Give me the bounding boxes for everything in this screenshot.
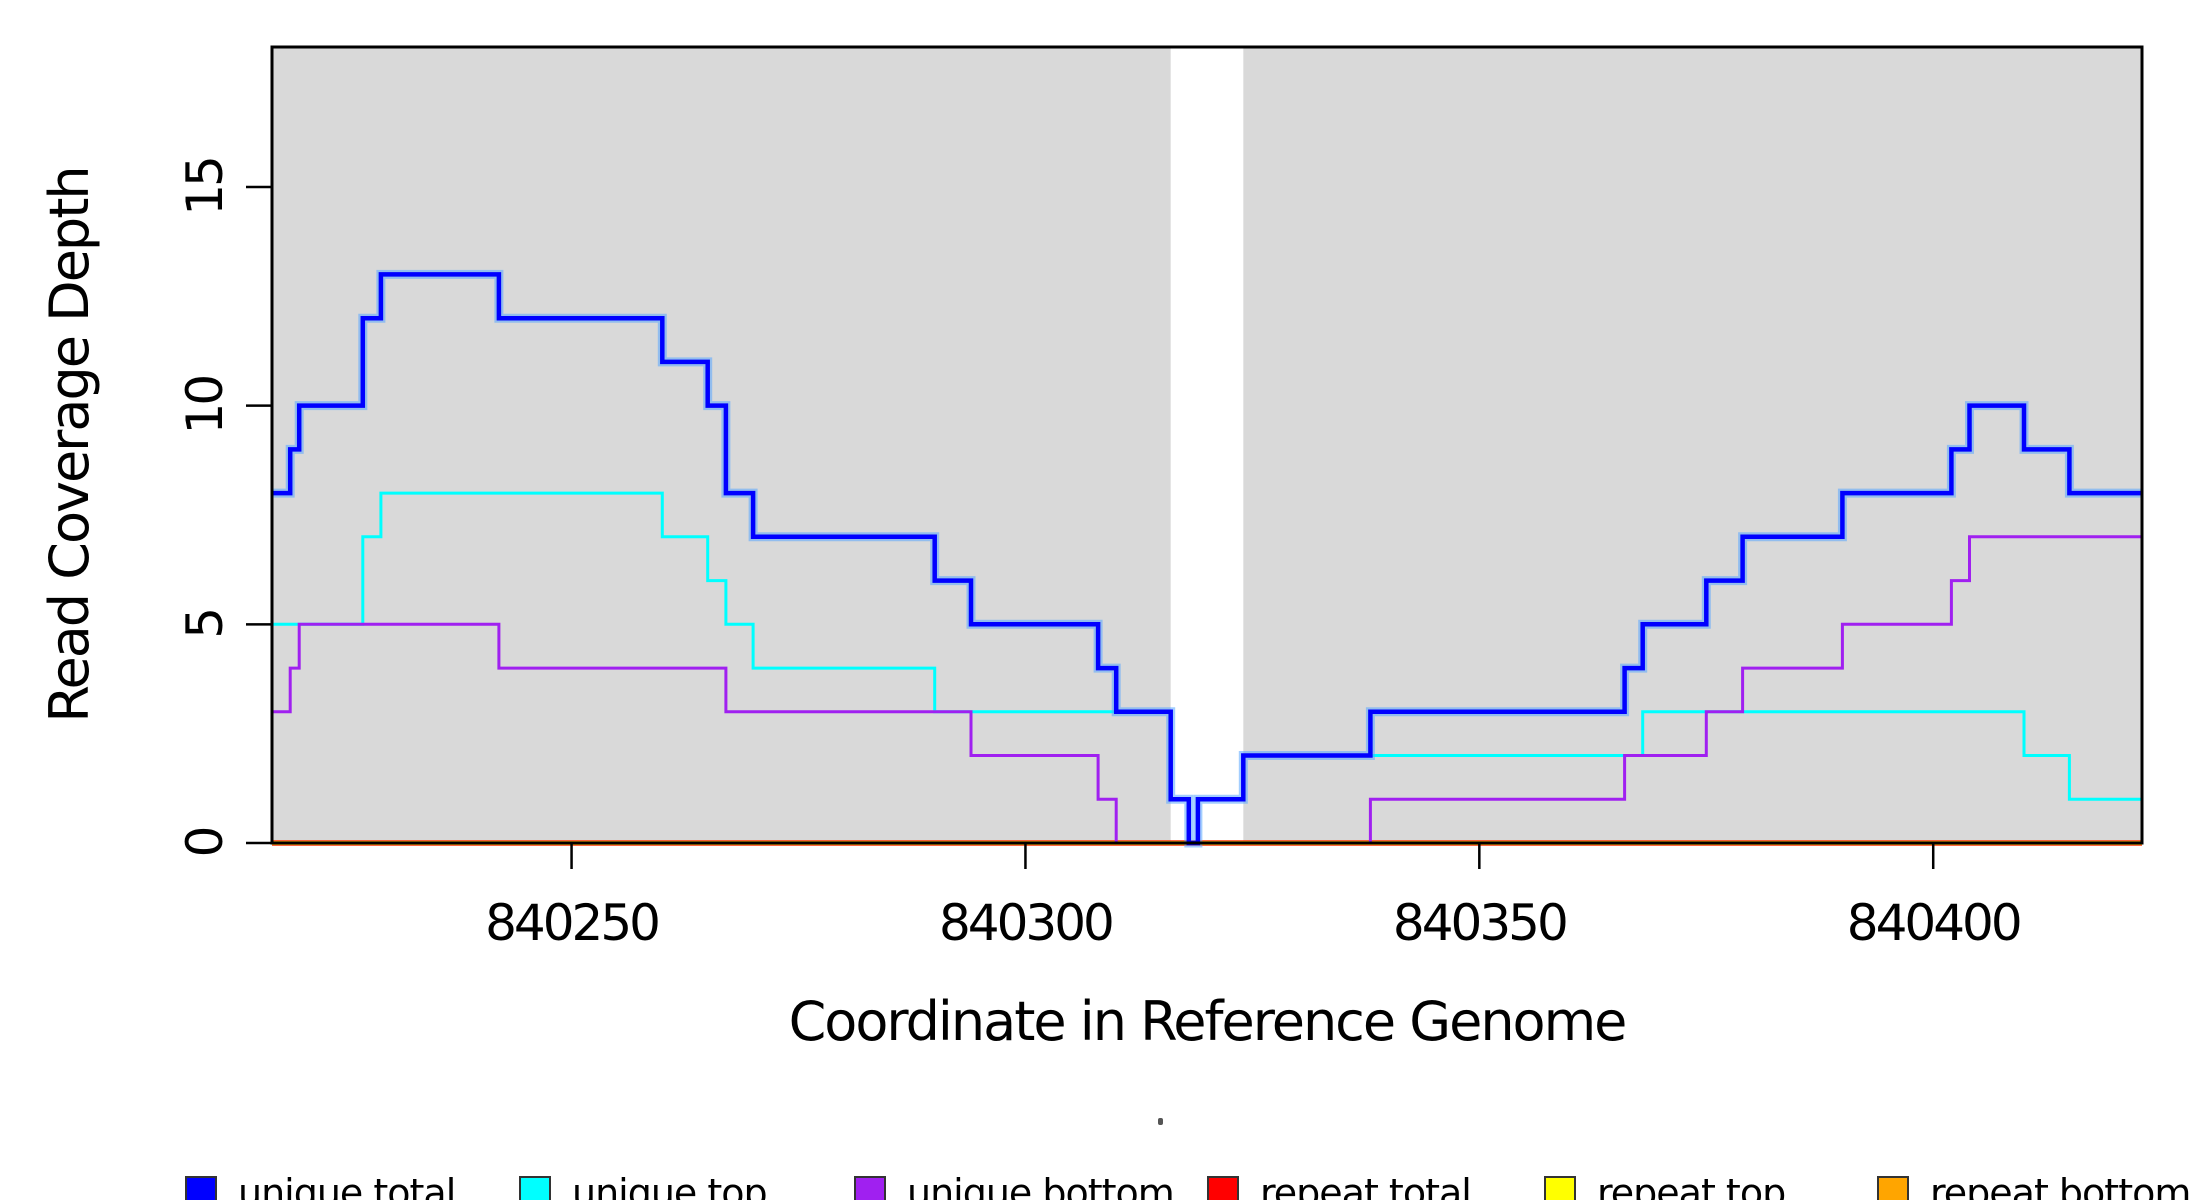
legend-label-repeat-top: repeat top — [1597, 1171, 1785, 1200]
y-axis: 0 5 10 15 — [176, 158, 272, 857]
legend-label-repeat-bottom: repeat bottom — [1930, 1171, 2190, 1200]
legend-label-unique-bottom: unique bottom — [907, 1171, 1174, 1200]
series-unique-total-line — [272, 272, 2142, 846]
legend-item-repeat-top: repeat top — [1544, 1171, 1786, 1200]
x-tick-label: 840300 — [939, 894, 1112, 952]
legend-item-repeat-bottom: repeat bottom — [1877, 1171, 2191, 1200]
x-tick-label: 840400 — [1847, 894, 2020, 952]
panel-border-box — [270, 45, 2144, 845]
legend-swatch-unique-top — [519, 1176, 551, 1200]
y-tick-label: 10 — [176, 377, 234, 435]
artifacts-layer — [1158, 1118, 1163, 1125]
legend-item-unique-top: unique top — [519, 1171, 768, 1200]
y-axis-title: Read Coverage Depth — [38, 167, 101, 722]
legend-item-unique-total: unique total — [185, 1171, 456, 1200]
legend-label-unique-total: unique total — [238, 1171, 455, 1200]
x-tick-label: 840350 — [1393, 894, 1566, 952]
x-axis-title: Coordinate in Reference Genome — [789, 990, 1626, 1053]
legend-item-repeat-total: repeat total — [1207, 1171, 1472, 1200]
legend-swatch-repeat-total — [1207, 1176, 1239, 1200]
y-tick-label: 0 — [176, 828, 234, 857]
legend-label-repeat-total: repeat total — [1260, 1171, 1471, 1200]
coverage-gap-band — [1170, 47, 1244, 843]
legend-item-unique-bottom: unique bottom — [854, 1171, 1175, 1200]
y-tick-label: 5 — [176, 610, 234, 639]
x-axis: 840250 840300 840350 840400 — [485, 843, 2023, 952]
legend-swatch-repeat-bottom — [1877, 1176, 1909, 1200]
y-tick-label: 15 — [176, 158, 234, 216]
stray-dot — [1158, 1118, 1163, 1125]
legend-swatch-repeat-top — [1544, 1176, 1576, 1200]
legend: unique total unique top unique bottom repea… — [185, 1171, 2191, 1200]
legend-swatch-unique-total — [185, 1176, 217, 1200]
x-tick-label: 840250 — [485, 894, 658, 952]
legend-label-unique-top: unique top — [572, 1171, 767, 1200]
legend-swatch-unique-bottom — [854, 1176, 886, 1200]
plot-panel — [272, 47, 2142, 843]
